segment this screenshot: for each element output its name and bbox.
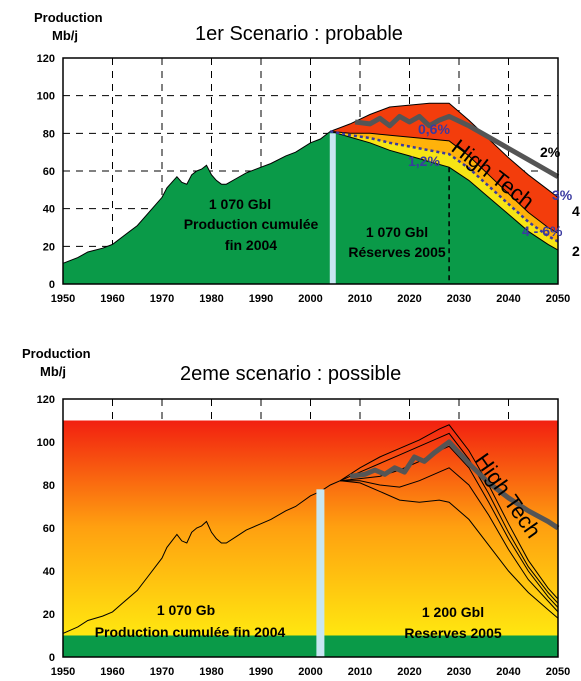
line-series <box>62 102 560 284</box>
cumulative-amount-label: 1 070 Gb <box>157 602 215 618</box>
chart-title: 2eme scenario : possible <box>180 363 401 385</box>
series-line-4 <box>340 467 559 613</box>
line-series <box>62 424 560 657</box>
chart-probable: Production Mb/j 1er Scenario : probable … <box>34 10 580 305</box>
x-tick-label: 2000 <box>298 666 322 678</box>
year-2004-marker <box>329 133 336 284</box>
y-tick-label: 60 <box>43 166 55 178</box>
high-tech-line <box>354 113 560 179</box>
y-tick-label: 120 <box>37 53 55 65</box>
rate-label-2: 2% <box>540 144 561 160</box>
x-tick-label: 2010 <box>348 666 372 678</box>
y-axis-title-line2: Mb/j <box>52 28 78 43</box>
x-tick-label: 1980 <box>199 666 223 678</box>
series-line-0 <box>62 480 341 634</box>
axis-ticks: 1950 1960 1970 1980 1990 2000 2010 2020 2030 2040… <box>37 53 571 305</box>
mid-band-line <box>330 130 559 234</box>
y-tick-label: 120 <box>37 394 55 406</box>
x-tick-label: 1960 <box>100 666 124 678</box>
rate-label-4-6: 4 - 6% <box>522 223 563 239</box>
green-base-band <box>63 635 558 657</box>
x-tick-label: 1950 <box>51 293 75 305</box>
cumulative-amount-label: 1 070 Gbl <box>209 196 271 212</box>
high-tech-line <box>349 439 560 531</box>
y-axis-title-line2: Mb/j <box>40 364 66 379</box>
y-tick-label: 40 <box>43 204 55 216</box>
y-tick-label: 80 <box>43 480 55 492</box>
y-tick-label: 0 <box>49 279 55 291</box>
x-tick-label: 2040 <box>496 666 520 678</box>
reserves-amount-label: 1 200 Gbl <box>422 604 484 620</box>
rate-label-1-2: 1,2% <box>408 153 440 169</box>
plot-frame <box>62 57 559 285</box>
decline-rate-dotted-line <box>330 130 559 243</box>
y-axis-title-line1: Production <box>22 346 91 361</box>
x-tick-label: 2040 <box>496 293 520 305</box>
top-band-line <box>330 102 559 198</box>
x-tick-label: 2050 <box>546 666 570 678</box>
x-tick-label: 2000 <box>298 293 322 305</box>
chart-possible: Production Mb/j 2eme scenario : possible… <box>22 346 570 678</box>
x-tick-label: 1960 <box>100 293 124 305</box>
y-axis-title-line1: Production <box>34 10 103 25</box>
x-tick-label: 2020 <box>397 666 421 678</box>
edge-label-2: 2 <box>572 243 580 259</box>
plot-frame <box>62 398 559 658</box>
cumulative-production-label: Production cumulée fin 2004 <box>95 624 286 640</box>
y-tick-label: 20 <box>43 609 55 621</box>
area-series <box>63 103 558 284</box>
y-tick-label: 100 <box>37 91 55 103</box>
x-tick-label: 2010 <box>348 293 372 305</box>
y-tick-label: 20 <box>43 241 55 253</box>
background-gradient-band <box>63 420 558 657</box>
edge-label-4: 4 <box>572 203 580 219</box>
chart-title: 1er Scenario : probable <box>195 23 403 45</box>
series-line-3 <box>340 445 559 608</box>
year-2002-marker <box>316 489 325 657</box>
reserves-2005-label: Réserves 2005 <box>348 244 446 260</box>
y-tick-label: 100 <box>37 437 55 449</box>
x-tick-label: 1970 <box>150 293 174 305</box>
x-tick-label: 2050 <box>546 293 570 305</box>
x-tick-label: 1980 <box>199 293 223 305</box>
y-tick-label: 40 <box>43 566 55 578</box>
series-line-1 <box>339 424 559 600</box>
x-tick-label: 1990 <box>249 293 273 305</box>
x-tick-label: 1970 <box>150 666 174 678</box>
base-band-area <box>330 131 558 251</box>
cumulative-production-label: Production cumulée <box>184 216 319 232</box>
series-line-2 <box>340 432 559 604</box>
top-band-area <box>330 103 558 234</box>
y-tick-label: 60 <box>43 523 55 535</box>
x-tick-label: 1950 <box>51 666 75 678</box>
rate-label-0-6: 0,6% <box>418 121 450 137</box>
reserves-2005-label: Reserves 2005 <box>404 625 502 641</box>
x-tick-label: 2030 <box>447 666 471 678</box>
end-2004-label: fin 2004 <box>225 237 277 253</box>
y-tick-label: 80 <box>43 128 55 140</box>
production-line <box>62 130 559 264</box>
rate-label-3: 3% <box>552 187 573 203</box>
y-tick-label: 0 <box>49 652 55 664</box>
series-line-5 <box>340 480 559 619</box>
gridlines <box>112 399 509 421</box>
history-area <box>63 131 558 284</box>
axis-ticks: 1950 1960 1970 1980 1990 2000 2010 2020 2030 2040… <box>37 394 571 678</box>
x-tick-label: 2030 <box>447 293 471 305</box>
x-tick-label: 2020 <box>397 293 421 305</box>
reserves-amount-label: 1 070 Gbl <box>366 224 428 240</box>
x-tick-label: 1990 <box>249 666 273 678</box>
